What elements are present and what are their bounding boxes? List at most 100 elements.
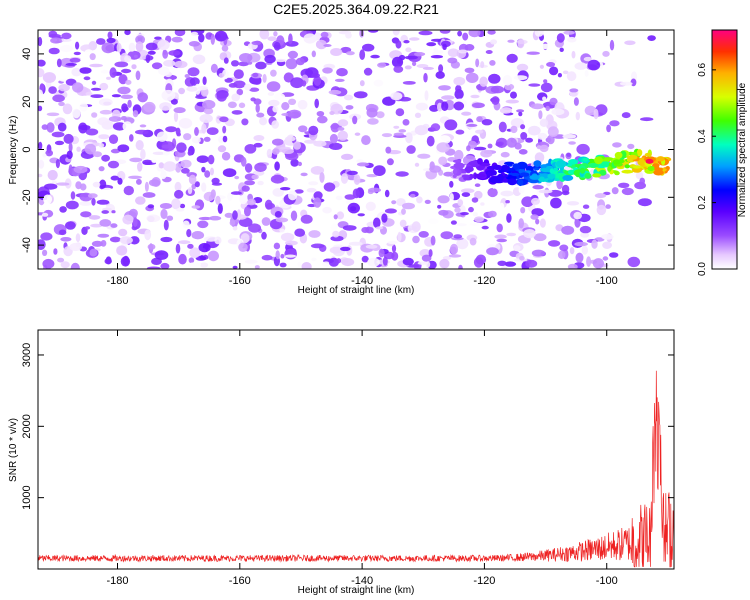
heatmap-noise-blob xyxy=(109,236,121,243)
heatmap-signal-blob xyxy=(525,165,534,172)
heatmap-noise-blob xyxy=(38,173,43,178)
heatmap-noise-blob xyxy=(162,50,169,59)
heatmap-noise-blob xyxy=(601,233,614,240)
heatmap-noise-blob xyxy=(272,220,279,227)
heatmap-noise-blob xyxy=(414,112,422,119)
heatmap-noise-blob xyxy=(566,152,572,157)
heatmap-noise-blob xyxy=(539,118,549,128)
snr-x-axis-label: Height of straight line (km) xyxy=(298,585,415,596)
heatmap-noise-blob xyxy=(466,145,471,152)
heatmap-noise-blob xyxy=(438,156,448,166)
heatmap-noise-blob xyxy=(151,62,163,70)
heatmap-noise-blob xyxy=(390,92,403,101)
heatmap-noise-blob xyxy=(73,165,88,174)
heatmap-noise-blob xyxy=(275,217,289,223)
heatmap-signal-blob xyxy=(539,176,545,181)
heatmap-noise-blob xyxy=(102,207,112,211)
heatmap-noise-blob xyxy=(251,40,262,46)
heatmap-noise-blob xyxy=(129,134,134,142)
heatmap-noise-blob xyxy=(384,208,397,214)
heatmap-noise-blob xyxy=(79,201,93,206)
heatmap-noise-blob xyxy=(368,187,381,193)
heatmap-signal-peak xyxy=(645,158,654,164)
heatmap-noise-blob xyxy=(297,261,302,267)
heatmap-noise-blob xyxy=(526,51,540,55)
heatmap-noise-blob xyxy=(354,132,361,136)
heatmap-noise-blob xyxy=(240,156,247,167)
heatmap-noise-blob xyxy=(198,242,211,253)
heatmap-noise-blob xyxy=(202,76,207,85)
heatmap-noise-blob xyxy=(101,210,109,214)
heatmap-noise-blob xyxy=(436,142,450,153)
heatmap-noise-blob xyxy=(199,114,213,123)
heatmap-noise-blob xyxy=(507,39,515,43)
heatmap-noise-blob xyxy=(43,194,53,205)
heatmap-noise-blob xyxy=(189,77,200,86)
figure-title: C2E5.2025.364.09.22.R21 xyxy=(273,1,439,17)
heatmap-noise-blob xyxy=(583,56,593,62)
heatmap-noise-blob xyxy=(249,87,260,92)
heatmap-noise-blob xyxy=(80,211,92,218)
heatmap-noise-blob xyxy=(471,102,485,109)
heatmap-noise-blob xyxy=(91,80,97,85)
heatmap-noise-blob xyxy=(308,181,319,186)
heatmap-noise-blob xyxy=(104,258,112,265)
heatmap-y-axis-label: Frequency (Hz) xyxy=(8,116,19,185)
heatmap-noise-blob xyxy=(461,111,472,116)
heatmap-noise-blob xyxy=(244,144,257,154)
heatmap-noise-blob xyxy=(231,93,240,102)
heatmap-noise-blob xyxy=(206,127,219,135)
heatmap-signal-blob xyxy=(533,160,542,168)
heatmap-noise-blob xyxy=(137,162,143,172)
heatmap-noise-blob xyxy=(517,38,525,49)
heatmap-noise-blob xyxy=(430,235,436,246)
heatmap-noise-blob xyxy=(188,257,195,264)
heatmap-noise-blob xyxy=(549,97,558,106)
heatmap-noise-blob xyxy=(168,50,181,56)
heatmap-noise-blob xyxy=(538,110,543,120)
heatmap-noise-blob xyxy=(378,248,385,258)
heatmap-noise-blob xyxy=(447,57,458,64)
heatmap-noise-blob xyxy=(548,240,561,247)
heatmap-noise-blob xyxy=(574,62,588,70)
heatmap-signal-blob xyxy=(647,165,655,172)
heatmap-noise-blob xyxy=(391,200,397,205)
heatmap-noise-blob xyxy=(87,193,98,199)
heatmap-noise-blob xyxy=(344,194,356,200)
heatmap-noise-blob xyxy=(244,180,256,186)
heatmap-noise-blob xyxy=(194,181,200,188)
heatmap-noise-blob xyxy=(92,181,101,188)
heatmap-noise-blob xyxy=(624,40,636,46)
heatmap-noise-blob xyxy=(531,197,540,205)
heatmap-noise-blob xyxy=(333,214,338,220)
heatmap-noise-blob xyxy=(639,177,645,185)
heatmap-noise-blob xyxy=(188,174,197,185)
heatmap-noise-blob xyxy=(131,64,137,70)
heatmap-noise-blob xyxy=(301,80,307,87)
heatmap-noise-blob xyxy=(171,198,181,210)
heatmap-signal-blob xyxy=(626,154,638,160)
heatmap-noise-blob xyxy=(527,125,541,136)
heatmap-noise-blob xyxy=(288,33,293,45)
heatmap-noise-blob xyxy=(194,199,205,211)
heatmap-noise-blob xyxy=(259,30,270,40)
heatmap-noise-blob xyxy=(491,96,500,105)
heatmap-noise-blob xyxy=(156,131,168,142)
heatmap-noise-blob xyxy=(334,78,345,82)
heatmap-noise-blob xyxy=(300,172,308,177)
heatmap-noise-blob xyxy=(261,254,273,261)
heatmap-noise-blob xyxy=(405,47,412,53)
heatmap-noise-blob xyxy=(60,237,72,242)
heatmap-noise-blob xyxy=(428,218,439,225)
heatmap-noise-blob xyxy=(347,202,360,214)
heatmap-noise-blob xyxy=(453,76,466,86)
heatmap-noise-blob xyxy=(287,50,298,59)
heatmap-noise-blob xyxy=(109,67,117,78)
heatmap-noise-blob xyxy=(66,150,73,160)
heatmap-noise-blob xyxy=(135,129,149,135)
heatmap-noise-blob xyxy=(627,256,641,268)
heatmap-noise-blob xyxy=(194,127,199,136)
heatmap-noise-blob xyxy=(183,133,192,141)
heatmap-noise-blob xyxy=(373,165,386,177)
heatmap-noise-blob xyxy=(573,97,579,106)
